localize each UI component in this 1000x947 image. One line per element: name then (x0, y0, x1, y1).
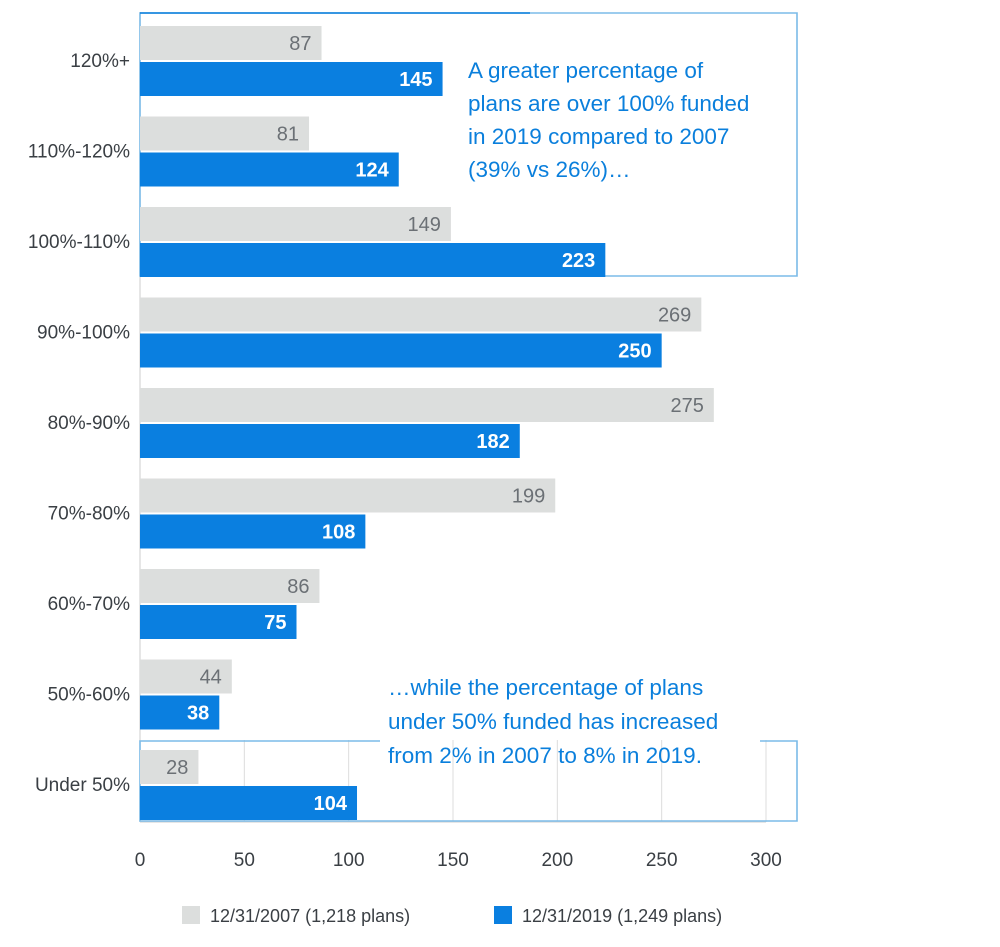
annotation-line: A greater percentage of (468, 58, 704, 83)
annotation-line: under 50% funded has increased (388, 709, 718, 734)
data-label-2019: 182 (476, 431, 509, 453)
category-label: 90%-100% (37, 323, 130, 344)
bar-2007 (140, 750, 199, 784)
bar-2007 (140, 569, 320, 603)
bar-2007 (140, 478, 556, 513)
data-label-2007: 44 (200, 667, 222, 689)
bar-2007 (140, 659, 232, 694)
data-label-2019: 145 (399, 69, 432, 91)
category-label: 70%-80% (48, 504, 130, 525)
bar-2019 (140, 514, 366, 549)
annotation-line: in 2019 compared to 2007 (468, 124, 729, 149)
category-label: 50%-60% (48, 685, 130, 706)
bar-2007 (140, 388, 714, 422)
x-axis: 0 50 100 150 200 250 300 (135, 850, 782, 871)
x-tick-label: 0 (135, 850, 146, 871)
category-label: Under 50% (35, 775, 130, 796)
x-tick-label: 300 (750, 850, 782, 871)
data-label-2019: 38 (187, 703, 209, 725)
bar-2019 (140, 605, 297, 639)
bar-2019 (140, 786, 358, 820)
annotation-boxes (139, 12, 798, 822)
bar-2007 (140, 26, 322, 60)
data-label-2007: 81 (277, 124, 299, 146)
legend-swatch (494, 906, 512, 924)
category-label: 120%+ (70, 51, 130, 72)
data-label-2007: 149 (408, 214, 441, 236)
x-tick-label: 50 (234, 850, 255, 871)
over-100-highlight-box (139, 12, 798, 277)
data-label-2007: 199 (512, 486, 545, 508)
x-tick-label: 100 (333, 850, 365, 871)
category-labels: 120%+ 110%-120% 100%-110% 90%-100% 80%-90% 70… (28, 51, 130, 796)
annotation-line: from 2% in 2007 to 8% in 2019. (388, 743, 702, 768)
bar-2019 (140, 152, 399, 187)
data-label-2007: 28 (166, 757, 188, 779)
annotation-line: (39% vs 26%)… (468, 157, 631, 182)
annotation-line: plans are over 100% funded (468, 91, 749, 116)
data-label-2019: 75 (264, 612, 286, 634)
category-label: 110%-120% (28, 142, 130, 163)
x-tick-label: 150 (437, 850, 469, 871)
legend-swatch (182, 906, 200, 924)
data-label-2019: 223 (562, 250, 595, 272)
data-label-2019: 250 (618, 341, 651, 363)
legend-label: 12/31/2007 (1,218 plans) (210, 906, 410, 926)
data-label-2007: 269 (658, 305, 691, 327)
legend-label: 12/31/2019 (1,249 plans) (522, 906, 722, 926)
x-tick-label: 250 (646, 850, 678, 871)
category-label: 80%-90% (48, 413, 130, 434)
bar-2019 (140, 333, 662, 368)
data-label-2007: 275 (670, 395, 703, 417)
bar-2007 (140, 207, 451, 241)
bar-2007 (140, 116, 310, 151)
bar-2019 (140, 62, 443, 96)
bar-2019 (140, 243, 606, 277)
x-tick-label: 200 (541, 850, 573, 871)
data-label-2007: 86 (287, 576, 309, 598)
data-label-2019: 108 (322, 522, 355, 544)
category-label: 60%-70% (48, 594, 130, 615)
bar-2007 (140, 297, 702, 332)
data-label-2019: 104 (314, 793, 348, 815)
data-label-2019: 124 (355, 160, 389, 182)
category-label: 100%-110% (28, 232, 130, 253)
bar-2019 (140, 695, 220, 730)
bar-2019 (140, 424, 520, 458)
legend: 12/31/2007 (1,218 plans) 12/31/2019 (1,24… (182, 906, 722, 926)
data-label-2007: 87 (289, 33, 311, 55)
annotations: A greater percentage of plans are over 10… (388, 58, 749, 768)
under-50-highlight-box (139, 740, 798, 822)
annotation-line: …while the percentage of plans (388, 675, 703, 700)
